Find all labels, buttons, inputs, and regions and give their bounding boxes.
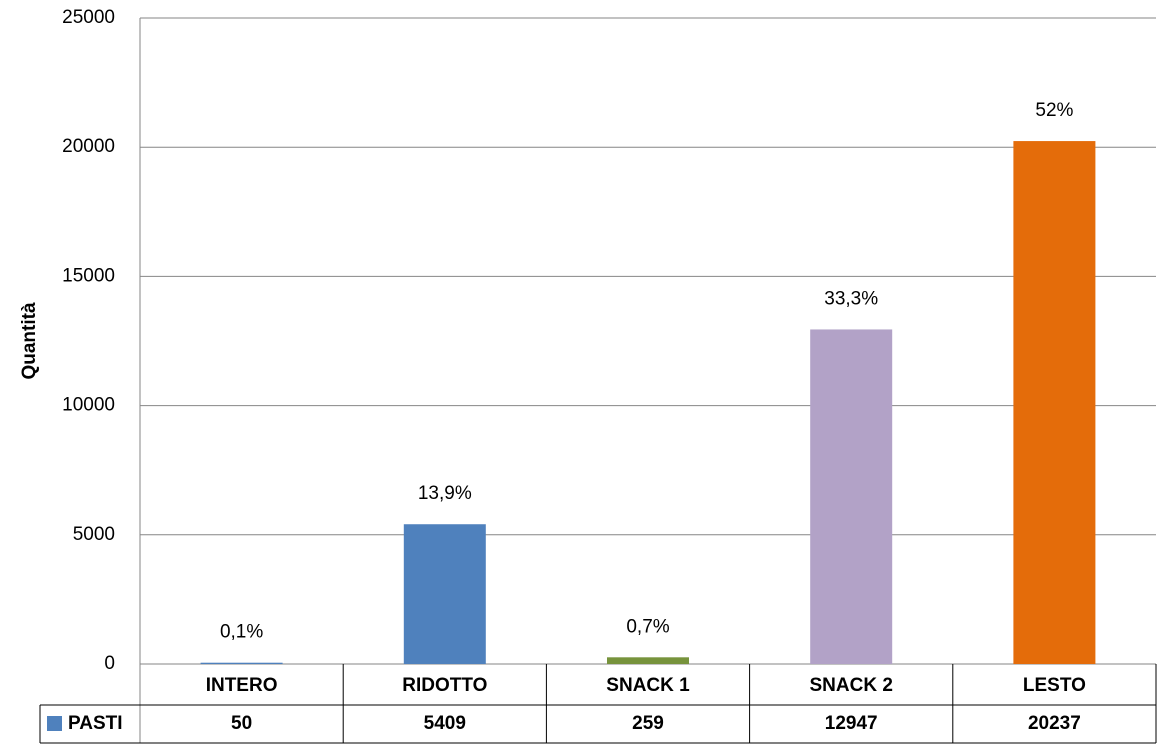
x-tick-label: INTERO <box>206 675 278 696</box>
bar <box>607 657 689 664</box>
x-tick-label: LESTO <box>1023 675 1086 696</box>
legend-label: PASTI <box>68 713 123 734</box>
data-label: 13,9% <box>418 483 472 504</box>
table-value: 50 <box>231 713 252 734</box>
y-axis-title: Quantità <box>19 302 40 379</box>
bar <box>200 662 283 664</box>
y-tick-label: 5000 <box>73 524 115 545</box>
bar <box>1013 141 1096 664</box>
bar <box>810 329 893 664</box>
y-tick-label: 25000 <box>62 7 115 28</box>
table-value: 20237 <box>1028 713 1081 734</box>
data-label: 52% <box>1035 100 1073 121</box>
data-label: 0,1% <box>220 622 263 643</box>
x-tick-label: SNACK 1 <box>606 675 690 696</box>
y-tick-label: 20000 <box>62 136 115 157</box>
y-tick-label: 0 <box>104 653 115 674</box>
table-value: 5409 <box>424 713 466 734</box>
data-label: 0,7% <box>626 616 669 637</box>
x-tick-label: SNACK 2 <box>809 675 892 696</box>
y-tick-label: 15000 <box>62 265 115 286</box>
y-tick-label: 10000 <box>62 395 115 416</box>
legend-swatch <box>47 716 62 731</box>
x-tick-label: RIDOTTO <box>402 675 487 696</box>
table-value: 12947 <box>825 713 878 734</box>
table-value: 259 <box>632 713 664 734</box>
bar <box>403 524 486 664</box>
data-label: 33,3% <box>824 288 878 309</box>
